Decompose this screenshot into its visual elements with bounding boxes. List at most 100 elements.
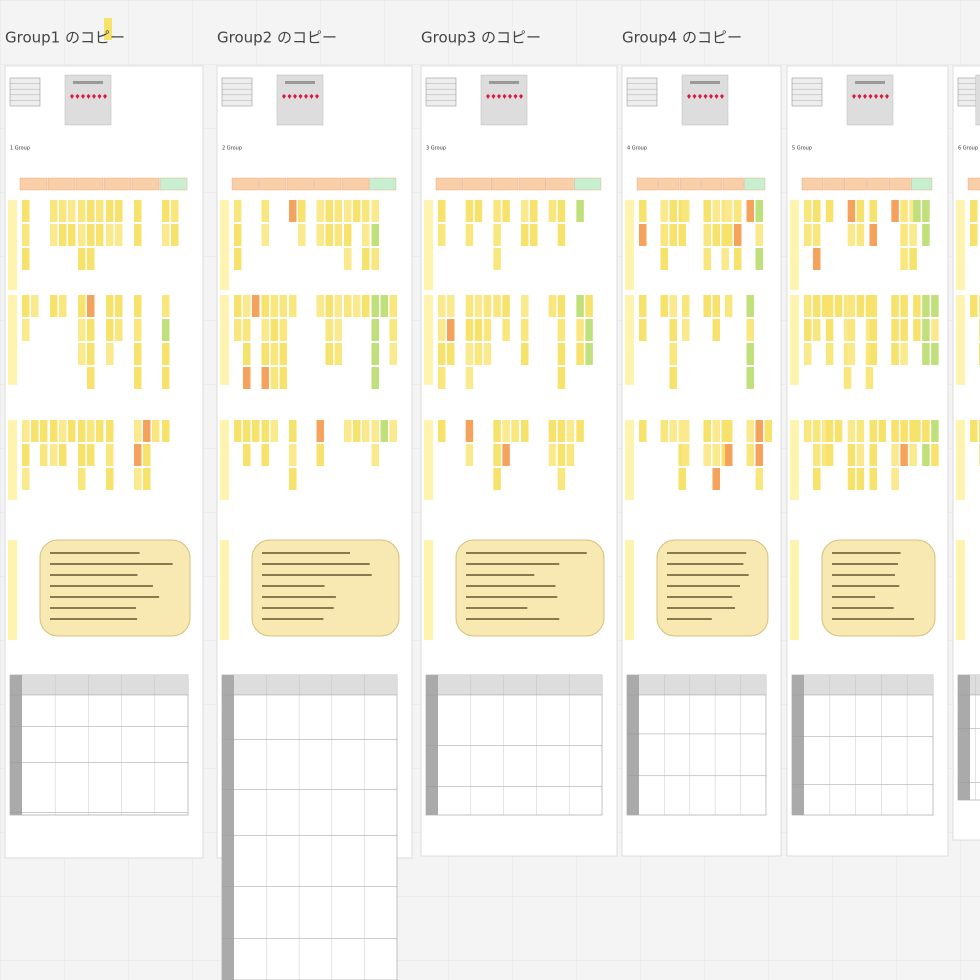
sticky-note [909,200,917,222]
row-label [424,200,433,290]
sticky-note [50,444,58,466]
frame-label: 4 Group [627,146,647,152]
summary-line [262,552,351,554]
sticky-note [87,420,95,442]
sticky-note [465,343,474,365]
sticky-note [703,444,711,466]
sticky-note [869,319,877,341]
sticky-note [50,200,58,222]
sticky-note [106,319,114,341]
sticky-note [900,224,908,246]
summary-line [262,563,370,565]
sticky-note [576,200,584,222]
sticky-note [530,200,538,222]
sticky-note [438,343,446,365]
sticky-note [438,367,446,389]
sticky-note [344,420,352,442]
heart-icon [70,94,74,99]
summary-line [832,563,899,565]
sticky-note [474,295,483,317]
sticky-note [289,444,297,466]
table-icon [957,77,980,107]
sticky-note [804,224,812,246]
sticky-note [243,319,251,341]
sticky-note [725,444,733,466]
heart-icon [304,94,308,99]
sticky-note [660,200,668,222]
sticky-note [678,468,686,490]
sticky-note [843,295,852,317]
table [9,674,189,816]
sticky-note [712,319,720,341]
sticky-note [900,343,908,365]
sticky-note [344,224,352,246]
sticky-note [474,343,483,365]
sticky-note [669,295,677,317]
column-header [286,177,314,191]
sticky-note [243,295,251,317]
header-card-text [489,81,519,84]
table-icon [791,77,823,107]
sticky-note [878,420,886,442]
sticky-note [371,367,379,389]
sticky-note [344,248,352,270]
sticky-note [87,248,95,270]
frame-label: 1 Group [10,146,30,152]
heart-icon [698,94,702,99]
sticky-note [847,468,856,490]
sticky-note [465,367,474,389]
sticky-note [847,319,856,341]
row-label [220,295,229,385]
sticky-note [900,200,908,222]
sticky-note [493,224,501,246]
sticky-note [822,295,830,317]
sticky-note [931,420,939,442]
sticky-note [134,420,142,442]
sticky-note [557,319,566,341]
summary-line [466,607,528,609]
sticky-note [353,200,361,222]
sticky-note [813,468,821,490]
sticky-note [270,343,278,365]
sticky-note [703,420,711,442]
sticky-note [900,248,908,270]
heart-icon [519,94,523,99]
table-header [627,675,766,695]
table-side [10,675,22,815]
sticky-note [922,444,930,466]
column-header [491,177,519,191]
sticky-note [502,319,510,341]
sticky-note [847,343,856,365]
sticky-note [78,420,86,442]
sticky-note [447,295,455,317]
table [221,674,398,980]
column-header [518,177,546,191]
sticky-note [843,343,852,365]
column-header [722,177,744,191]
sticky-note [725,200,733,222]
sticky-note [115,200,123,222]
sticky-note [261,200,269,222]
sticky-note [557,295,566,317]
column-header [369,177,397,191]
sticky-note [557,444,566,466]
sticky-note [712,200,720,222]
sticky-note [900,444,908,466]
table-side [792,675,804,815]
row-label [424,420,433,500]
heart-icon [863,94,867,99]
sticky-note [96,224,104,246]
sticky-note [813,295,821,317]
sticky-note [334,224,342,246]
column-header [131,177,160,191]
row-label [790,200,799,290]
sticky-note [325,319,333,341]
frame-label: 6 Group [958,146,978,152]
sticky-note [134,295,142,317]
sticky-note [87,224,95,246]
sticky-note [909,224,917,246]
table-icon [9,77,41,107]
sticky-note [162,200,170,222]
summary-line [262,618,324,620]
heart-icon [309,94,314,99]
